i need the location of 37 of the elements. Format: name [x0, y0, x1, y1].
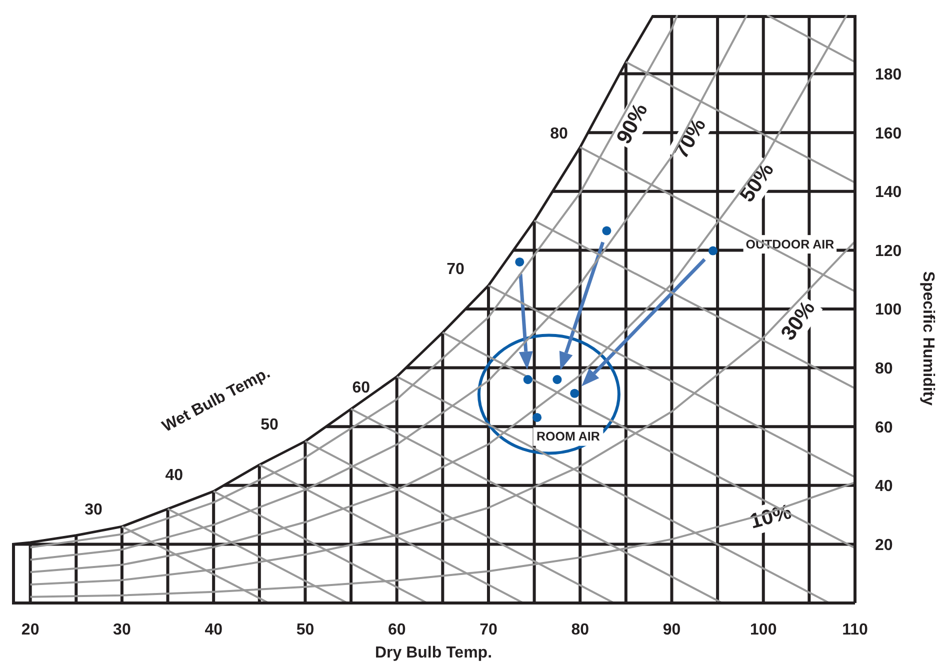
point: [523, 375, 532, 384]
x-tick-label: 80: [571, 621, 590, 638]
annotation: 80: [550, 125, 568, 142]
point: [515, 257, 524, 266]
y-tick-label: 160: [875, 125, 902, 142]
point: [570, 388, 580, 398]
annotation: 60: [352, 379, 370, 396]
x-tick-label: 50: [296, 621, 314, 638]
annotation: 30: [84, 502, 103, 519]
x-axis-title: Dry Bulb Temp.: [374, 644, 492, 662]
x-tick-label: 90: [662, 621, 681, 638]
y-tick-label: 120: [875, 242, 902, 260]
annotation: 70: [446, 260, 464, 278]
y-tick-label: 80: [875, 360, 893, 378]
point: [532, 412, 542, 422]
point: [552, 375, 562, 384]
x-tick-label: 70: [480, 621, 498, 638]
y-tick-label: 100: [875, 302, 902, 319]
y-tick-label: 40: [875, 478, 893, 496]
x-tick-label: 110: [842, 621, 868, 638]
y-tick-label: 140: [875, 184, 902, 202]
y-axis-title: Specific Humidity: [920, 271, 936, 406]
point: [602, 226, 612, 236]
annotation: ROOM AIR: [536, 430, 600, 444]
point: [708, 246, 718, 256]
x-tick-label: 40: [204, 621, 223, 638]
y-tick-label: 60: [875, 419, 893, 436]
annotation: 90%: [612, 100, 653, 148]
x-tick-label: 30: [113, 621, 131, 638]
x-tick-label: 20: [21, 621, 40, 638]
annotation: 40: [165, 467, 184, 484]
annotation: 50: [260, 416, 278, 434]
y-tick-label: 20: [875, 536, 893, 554]
x-tick-label: 60: [388, 621, 406, 638]
annotation: OUTDOOR AIR: [746, 237, 834, 252]
x-tick-label: 100: [750, 621, 777, 638]
y-tick-label: 180: [875, 66, 902, 84]
